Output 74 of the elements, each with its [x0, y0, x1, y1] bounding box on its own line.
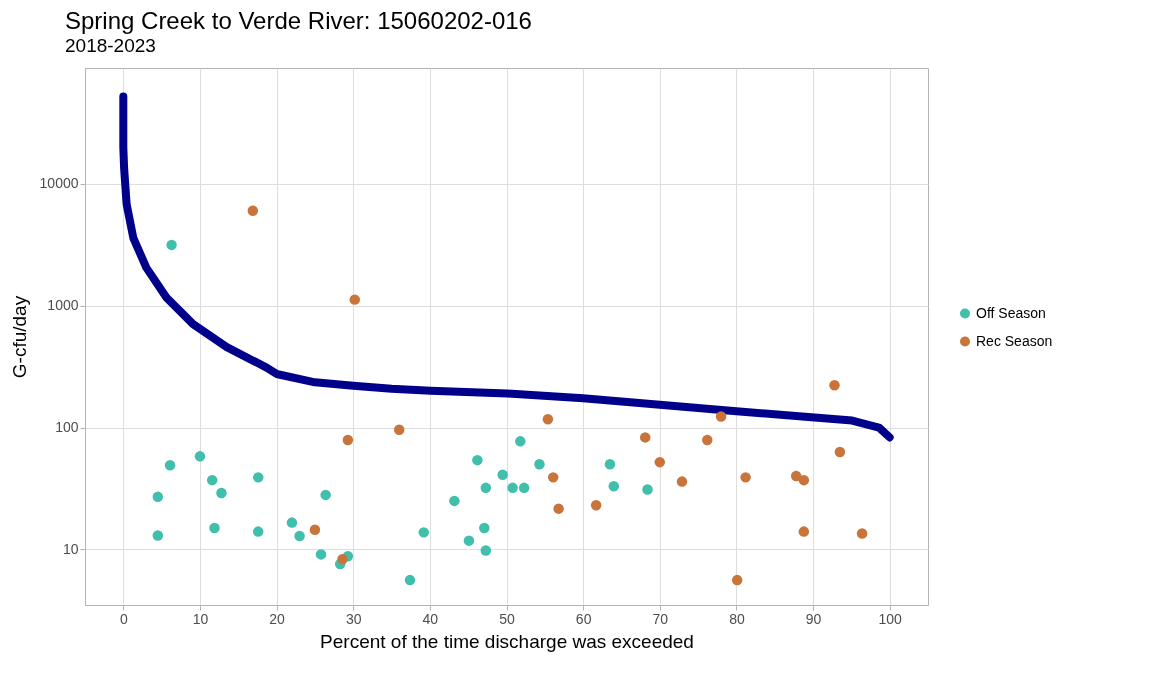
point — [349, 294, 360, 305]
point — [856, 528, 868, 539]
x-axis-title: Percent of the time discharge was exceeded — [320, 630, 694, 652]
point — [480, 482, 492, 494]
point — [497, 469, 508, 480]
point — [642, 484, 653, 495]
x-tick-label: 0 — [119, 610, 128, 627]
point — [418, 527, 429, 538]
x-tick-label: 100 — [878, 610, 903, 627]
x-tick-label: 70 — [652, 610, 669, 627]
point — [542, 413, 554, 425]
point — [829, 380, 840, 391]
point — [731, 574, 743, 586]
chart-subtitle: 2018-2023 — [65, 35, 156, 56]
y-axis-title: G-cfu/day — [8, 295, 30, 379]
point — [152, 491, 164, 503]
point — [479, 522, 490, 534]
x-tick-label: 20 — [269, 610, 286, 627]
point — [206, 474, 218, 486]
x-tick-label: 40 — [422, 610, 439, 627]
point — [342, 434, 354, 446]
point — [449, 495, 460, 507]
point — [715, 411, 727, 422]
point — [507, 482, 518, 494]
point — [604, 458, 616, 470]
point — [286, 517, 298, 528]
point — [608, 480, 620, 492]
legend-label: Rec Season — [976, 332, 1053, 349]
y-tick-label: 1000 — [47, 297, 79, 314]
point — [798, 474, 810, 486]
point — [480, 545, 492, 556]
point — [294, 530, 305, 542]
y-tick-label: 10 — [62, 540, 79, 557]
point — [534, 458, 545, 470]
point — [194, 451, 206, 462]
point — [553, 503, 564, 514]
point — [834, 446, 846, 458]
point — [152, 530, 164, 541]
point — [320, 489, 331, 501]
point — [315, 549, 327, 560]
point — [209, 522, 220, 534]
point — [548, 472, 559, 483]
point — [798, 526, 810, 537]
point — [518, 482, 530, 494]
point — [164, 460, 176, 471]
legend-label: Off Season — [976, 304, 1046, 321]
x-tick-label: 60 — [575, 610, 592, 627]
y-tick-label: 10000 — [39, 175, 79, 192]
point — [463, 535, 475, 546]
point — [252, 526, 264, 537]
point — [166, 239, 177, 251]
point — [590, 500, 602, 511]
point — [309, 524, 321, 535]
point — [247, 205, 259, 217]
point — [654, 456, 666, 468]
point — [472, 454, 483, 466]
x-tick-label: 50 — [499, 610, 515, 627]
point — [216, 487, 227, 499]
point — [676, 476, 688, 487]
point — [702, 434, 713, 446]
point — [404, 574, 416, 586]
point — [337, 554, 348, 565]
point — [252, 472, 264, 483]
chart-title: Spring Creek to Verde River: 15060202-016 — [65, 7, 532, 34]
point — [515, 436, 526, 447]
x-tick-label: 30 — [345, 610, 362, 627]
y-tick-label: 100 — [55, 419, 79, 436]
point — [790, 470, 802, 482]
point — [393, 424, 405, 435]
x-tick-label: 80 — [729, 610, 745, 627]
point — [639, 432, 651, 443]
x-tick-label: 90 — [805, 610, 822, 627]
x-tick-label: 10 — [192, 610, 209, 627]
point — [740, 472, 751, 483]
